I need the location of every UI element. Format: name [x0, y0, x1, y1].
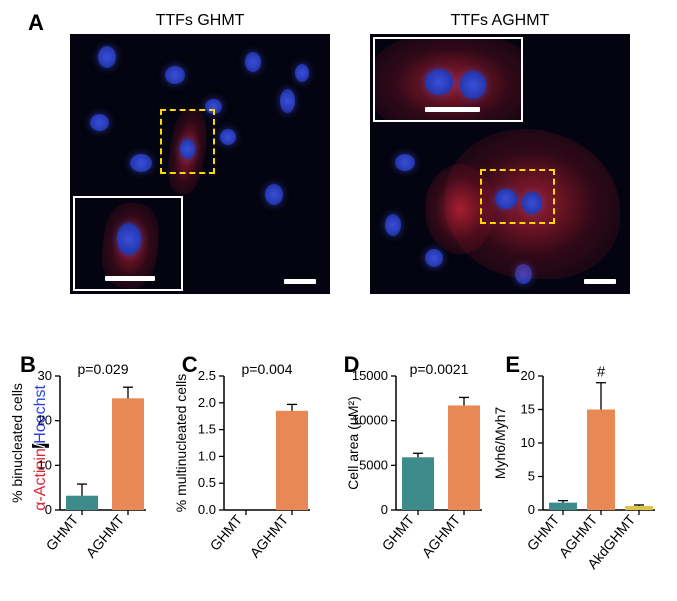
svg-text:0: 0 [528, 502, 535, 517]
chart-e-svg: 05101520Myh6/Myh7GHMT#AGHMTAkdGHMT [495, 360, 675, 585]
svg-text:Cell area (µM²): Cell area (µM²) [345, 396, 361, 490]
micro-right-group: TTFs AGHMT [370, 12, 630, 299]
micro-right-image [370, 34, 630, 294]
micro-right-title: TTFs AGHMT [370, 12, 630, 30]
svg-text:0: 0 [45, 502, 52, 517]
svg-text:p=0.029: p=0.029 [78, 361, 129, 377]
svg-text:15: 15 [521, 402, 535, 417]
charts-row: B 0102030% binucleated cellsp=0.029GHMTA… [10, 360, 667, 590]
svg-text:p=0.004: p=0.004 [241, 361, 292, 377]
inset-marker-left [160, 109, 215, 174]
svg-text:20: 20 [521, 368, 535, 383]
micro-left-title: TTFs GHMT [70, 12, 330, 30]
micro-left-group: TTFs GHMT [70, 12, 330, 299]
svg-text:GHMT: GHMT [524, 511, 563, 553]
chart-b: B 0102030% binucleated cellsp=0.029GHMTA… [10, 360, 172, 585]
chart-c-svg: 0.0 0.5 1.0 1.5 2.0 2.5 % multinucleated cells… [172, 360, 337, 585]
svg-text:0.5: 0.5 [198, 475, 216, 490]
svg-text:0.0: 0.0 [198, 502, 216, 517]
inset-marker-right [480, 169, 555, 224]
svg-text:10: 10 [38, 457, 52, 472]
svg-text:AGHMT: AGHMT [246, 511, 291, 560]
svg-text:10: 10 [521, 435, 535, 450]
svg-text:GHMT: GHMT [206, 511, 245, 553]
svg-text:AGHMT: AGHMT [83, 511, 128, 560]
svg-text:p=0.0021: p=0.0021 [409, 361, 468, 377]
chart-c: C 0.00.51.01.52.02.5% multinucleated cel… [172, 360, 334, 585]
inset-image-right [373, 37, 523, 122]
svg-text:AGHMT: AGHMT [418, 511, 463, 560]
svg-text:1.0: 1.0 [198, 448, 216, 463]
svg-text:% multinucleated cells: % multinucleated cells [173, 374, 189, 513]
microscopy-panel: TTFs GHMT [55, 12, 645, 322]
svg-text:#: # [597, 364, 606, 381]
scale-bar-inset-right [425, 107, 480, 112]
panel-label-a: A [28, 10, 44, 36]
micro-left-image [70, 34, 330, 294]
chart-d: D 050001000015000Cell area (µM²)p=0.0021… [334, 360, 496, 585]
chart-b-svg: 0 10 20 30 % binucleated cells p=0.029 GHMTAGH… [10, 360, 175, 585]
svg-text:5000: 5000 [359, 457, 388, 472]
svg-text:GHMT: GHMT [378, 511, 417, 553]
chart-d-svg: 050001000015000Cell area (µM²)p=0.0021GH… [334, 360, 499, 585]
svg-text:% binucleated cells: % binucleated cells [10, 383, 25, 503]
chart-e: E 05101520Myh6/Myh7GHMT#AGHMTAkdGHMT [495, 360, 667, 585]
svg-text:2.0: 2.0 [198, 395, 216, 410]
scale-bar-left [284, 279, 316, 284]
svg-text:5: 5 [528, 469, 535, 484]
scale-bar-inset-left [105, 276, 155, 281]
inset-image-left [73, 196, 183, 291]
scale-bar-right [584, 279, 616, 284]
svg-text:Myh6/Myh7: Myh6/Myh7 [495, 407, 508, 480]
svg-text:30: 30 [38, 368, 52, 383]
svg-text:15000: 15000 [351, 368, 387, 383]
svg-text:0: 0 [380, 502, 387, 517]
svg-text:2.5: 2.5 [198, 368, 216, 383]
svg-text:20: 20 [38, 413, 52, 428]
svg-text:GHMT: GHMT [43, 511, 82, 553]
svg-text:1.5: 1.5 [198, 422, 216, 437]
